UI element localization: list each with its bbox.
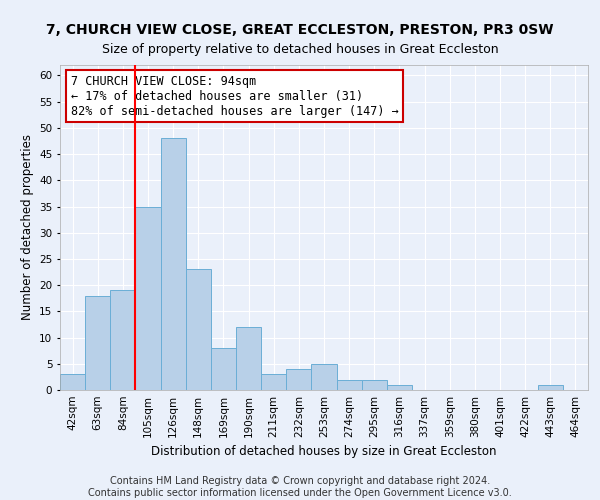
Y-axis label: Number of detached properties: Number of detached properties [20, 134, 34, 320]
Text: Size of property relative to detached houses in Great Eccleston: Size of property relative to detached ho… [101, 42, 499, 56]
Bar [261, 374, 286, 390]
Bar [186, 270, 211, 390]
Text: 7, CHURCH VIEW CLOSE, GREAT ECCLESTON, PRESTON, PR3 0SW: 7, CHURCH VIEW CLOSE, GREAT ECCLESTON, P… [46, 22, 554, 36]
Text: Contains HM Land Registry data © Crown copyright and database right 2024.
Contai: Contains HM Land Registry data © Crown c… [88, 476, 512, 498]
Bar [161, 138, 186, 390]
Bar [60, 374, 85, 390]
Bar [211, 348, 236, 390]
Bar [286, 369, 311, 390]
Bar [538, 385, 563, 390]
Bar [362, 380, 387, 390]
Bar [110, 290, 136, 390]
Bar [337, 380, 362, 390]
Bar [236, 327, 261, 390]
Bar [85, 296, 110, 390]
Bar [387, 385, 412, 390]
Text: 7 CHURCH VIEW CLOSE: 94sqm
← 17% of detached houses are smaller (31)
82% of semi: 7 CHURCH VIEW CLOSE: 94sqm ← 17% of deta… [71, 74, 398, 118]
Bar [136, 206, 161, 390]
Bar [311, 364, 337, 390]
X-axis label: Distribution of detached houses by size in Great Eccleston: Distribution of detached houses by size … [151, 446, 497, 458]
